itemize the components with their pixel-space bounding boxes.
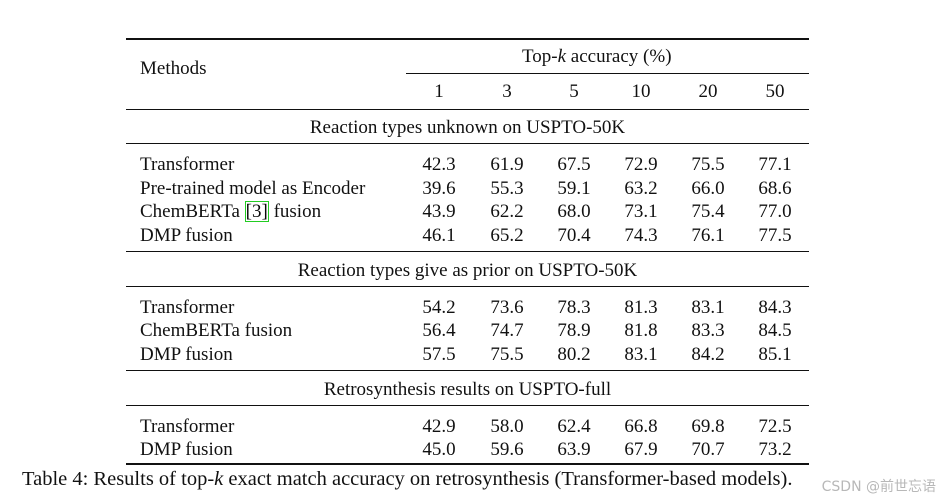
accuracy-cell: 67.9 [624, 439, 658, 460]
table-bottom-rule [126, 463, 809, 465]
accuracy-cell: 46.1 [422, 225, 456, 246]
accuracy-cell: 78.9 [557, 320, 591, 341]
header-bottom-rule [126, 109, 809, 110]
table-caption: Table 4: Results of top-k exact match ac… [22, 468, 793, 490]
accuracy-cell: 43.9 [422, 201, 456, 222]
accuracy-cell: 84.5 [758, 320, 792, 341]
accuracy-cell: 66.0 [691, 178, 725, 199]
accuracy-cell: 76.1 [691, 225, 725, 246]
k-value-header: 10 [631, 81, 651, 102]
citation-link[interactable]: [3] [244, 201, 269, 222]
accuracy-cell: 73.1 [624, 201, 658, 222]
accuracy-cell: 62.2 [490, 201, 524, 222]
accuracy-cell: 45.0 [422, 439, 456, 460]
accuracy-cell: 63.2 [624, 178, 658, 199]
accuracy-cell: 70.4 [557, 225, 591, 246]
accuracy-cell: 74.7 [490, 320, 524, 341]
accuracy-cell: 85.1 [758, 344, 792, 365]
accuracy-cell: 77.1 [758, 154, 792, 175]
section-title: Reaction types give as prior on USPTO-50… [297, 260, 638, 281]
accuracy-cell: 83.1 [624, 344, 658, 365]
accuracy-cell: 75.5 [691, 154, 725, 175]
k-value-header: 50 [765, 81, 785, 102]
accuracy-cell: 55.3 [490, 178, 524, 199]
method-name: DMP fusion [140, 439, 233, 460]
topk-header: Top-k accuracy (%) [522, 46, 672, 67]
accuracy-cell: 81.8 [624, 320, 658, 341]
accuracy-cell: 68.6 [758, 178, 792, 199]
accuracy-cell: 84.3 [758, 297, 792, 318]
accuracy-cell: 39.6 [422, 178, 456, 199]
method-name: ChemBERTa [3] fusion [140, 201, 321, 223]
method-name: Transformer [140, 154, 235, 175]
accuracy-cell: 67.5 [557, 154, 591, 175]
accuracy-cell: 59.6 [490, 439, 524, 460]
k-value-header: 5 [569, 81, 579, 102]
accuracy-cell: 42.9 [422, 416, 456, 437]
section-title: Retrosynthesis results on USPTO-full [323, 379, 612, 400]
accuracy-cell: 63.9 [557, 439, 591, 460]
accuracy-cell: 83.3 [691, 320, 725, 341]
watermark: CSDN @前世忘语 [821, 479, 936, 495]
accuracy-cell: 78.3 [557, 297, 591, 318]
accuracy-cell: 72.5 [758, 416, 792, 437]
accuracy-cell: 56.4 [422, 320, 456, 341]
accuracy-cell: 80.2 [557, 344, 591, 365]
accuracy-cell: 70.7 [691, 439, 725, 460]
accuracy-cell: 65.2 [490, 225, 524, 246]
accuracy-cell: 77.5 [758, 225, 792, 246]
method-name: DMP fusion [140, 344, 233, 365]
accuracy-cell: 83.1 [691, 297, 725, 318]
k-value-header: 20 [698, 81, 718, 102]
accuracy-cell: 57.5 [422, 344, 456, 365]
method-name-prefix: ChemBERTa [140, 201, 245, 222]
accuracy-cell: 69.8 [691, 416, 725, 437]
section-separator-rule [126, 370, 809, 371]
accuracy-cell: 75.4 [691, 201, 725, 222]
section-separator-rule [126, 251, 809, 252]
section-title-rule [126, 286, 809, 287]
methods-header: Methods [140, 58, 207, 79]
accuracy-cell: 68.0 [557, 201, 591, 222]
table-top-rule [126, 38, 809, 40]
k-value-header: 3 [502, 81, 512, 102]
accuracy-cell: 42.3 [422, 154, 456, 175]
method-name: Pre-trained model as Encoder [140, 178, 366, 199]
method-name: Transformer [140, 416, 235, 437]
accuracy-cell: 66.8 [624, 416, 658, 437]
method-name: Transformer [140, 297, 235, 318]
accuracy-cell: 61.9 [490, 154, 524, 175]
accuracy-cell: 74.3 [624, 225, 658, 246]
section-title-rule [126, 405, 809, 406]
accuracy-cell: 73.6 [490, 297, 524, 318]
method-name: ChemBERTa fusion [140, 320, 293, 341]
header-sub-rule [406, 73, 809, 74]
accuracy-cell: 59.1 [557, 178, 591, 199]
method-name: DMP fusion [140, 225, 233, 246]
section-title: Reaction types unknown on USPTO-50K [309, 117, 626, 138]
accuracy-cell: 72.9 [624, 154, 658, 175]
method-name-suffix: fusion [268, 201, 322, 222]
accuracy-cell: 84.2 [691, 344, 725, 365]
accuracy-cell: 54.2 [422, 297, 456, 318]
k-value-header: 1 [434, 81, 444, 102]
accuracy-cell: 62.4 [557, 416, 591, 437]
section-title-rule [126, 143, 809, 144]
accuracy-cell: 77.0 [758, 201, 792, 222]
accuracy-cell: 73.2 [758, 439, 792, 460]
accuracy-cell: 75.5 [490, 344, 524, 365]
accuracy-cell: 81.3 [624, 297, 658, 318]
accuracy-cell: 58.0 [490, 416, 524, 437]
